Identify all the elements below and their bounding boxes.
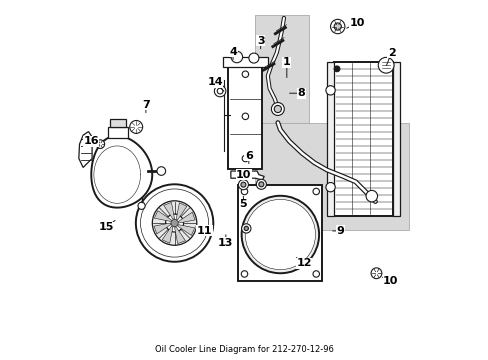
Circle shape (242, 113, 248, 120)
Circle shape (366, 190, 377, 202)
Circle shape (330, 19, 344, 34)
Circle shape (138, 202, 145, 210)
Circle shape (312, 188, 319, 195)
Text: 5: 5 (239, 199, 247, 210)
Circle shape (378, 57, 393, 73)
Polygon shape (174, 227, 185, 244)
Circle shape (244, 226, 248, 230)
Text: 16: 16 (83, 136, 99, 146)
Text: 9: 9 (336, 226, 344, 236)
Circle shape (241, 188, 247, 195)
Circle shape (136, 184, 213, 262)
Text: 7: 7 (142, 100, 149, 110)
Circle shape (238, 180, 248, 190)
Circle shape (241, 182, 245, 187)
Circle shape (370, 268, 381, 279)
Polygon shape (255, 15, 308, 123)
Circle shape (217, 88, 223, 94)
Circle shape (271, 103, 284, 116)
Circle shape (129, 121, 142, 134)
Circle shape (241, 196, 319, 273)
Circle shape (96, 140, 104, 148)
Polygon shape (178, 212, 195, 223)
Text: 12: 12 (296, 258, 312, 268)
Circle shape (333, 23, 341, 30)
Polygon shape (163, 202, 174, 219)
Text: Oil Cooler Line Diagram for 212-270-12-96: Oil Cooler Line Diagram for 212-270-12-9… (155, 345, 333, 354)
Circle shape (214, 85, 225, 97)
Circle shape (152, 201, 196, 245)
Bar (392, 62, 399, 216)
Text: 1: 1 (283, 57, 290, 67)
Text: 4: 4 (228, 46, 237, 57)
Bar (223, 57, 267, 67)
Text: 10: 10 (382, 276, 398, 286)
Polygon shape (176, 203, 186, 220)
Text: 8: 8 (297, 88, 305, 98)
Polygon shape (91, 136, 152, 208)
Bar (333, 62, 392, 216)
Circle shape (241, 271, 247, 277)
Bar (326, 62, 333, 216)
Text: 11: 11 (196, 226, 212, 236)
Bar (238, 185, 322, 281)
Polygon shape (177, 225, 194, 235)
Circle shape (312, 271, 319, 277)
Text: 10: 10 (349, 18, 365, 28)
Polygon shape (154, 211, 171, 221)
Circle shape (165, 214, 183, 232)
Circle shape (325, 86, 335, 95)
Circle shape (258, 182, 264, 187)
Circle shape (244, 199, 315, 270)
Polygon shape (230, 171, 264, 180)
Circle shape (171, 220, 178, 226)
Polygon shape (154, 223, 170, 234)
Text: 2: 2 (387, 48, 395, 58)
Circle shape (325, 183, 335, 192)
Circle shape (256, 179, 266, 189)
Circle shape (333, 66, 339, 72)
Polygon shape (255, 123, 408, 230)
Text: 6: 6 (244, 150, 252, 161)
Polygon shape (162, 226, 173, 243)
Circle shape (242, 155, 248, 162)
Circle shape (157, 167, 165, 175)
Circle shape (140, 189, 208, 257)
Bar (108, 127, 128, 138)
Circle shape (242, 71, 248, 77)
Circle shape (241, 224, 250, 233)
Bar (110, 119, 126, 127)
Text: 15: 15 (99, 222, 114, 232)
Circle shape (231, 51, 242, 63)
Text: 13: 13 (218, 238, 233, 248)
Text: 14: 14 (207, 77, 223, 87)
Circle shape (274, 105, 281, 113)
Polygon shape (79, 132, 92, 167)
Text: 3: 3 (256, 36, 264, 46)
Circle shape (248, 53, 259, 63)
Bar (228, 63, 262, 169)
Text: 10: 10 (236, 170, 251, 180)
